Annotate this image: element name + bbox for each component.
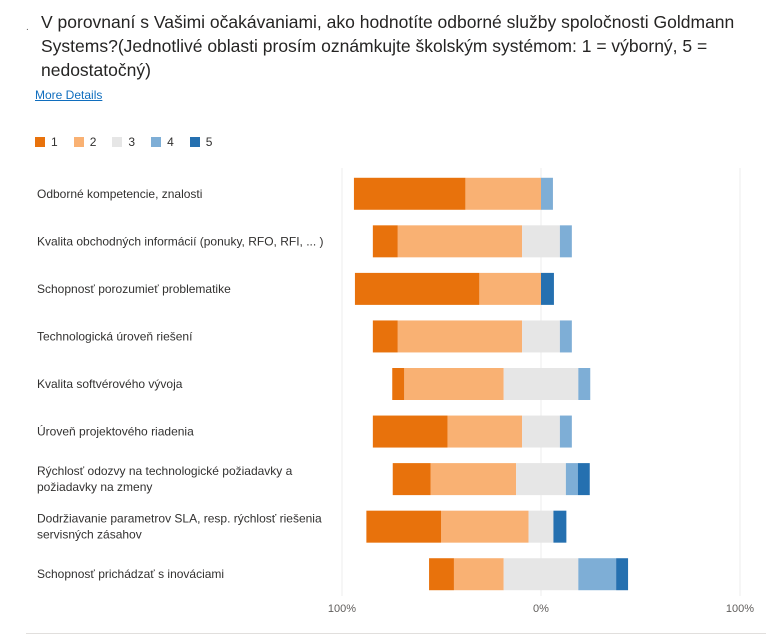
legend-item-4[interactable]: 4: [151, 135, 174, 149]
legend-label: 5: [205, 135, 213, 149]
category-label: Schopnosť porozumieť problematike: [37, 282, 231, 296]
bar-segment-2[interactable]: [447, 415, 523, 448]
bar-segment-3[interactable]: [516, 463, 566, 496]
legend-item-2[interactable]: 2: [73, 135, 97, 149]
category-label: Úroveň projektového riadenia: [37, 424, 194, 439]
legend-swatch: [151, 137, 162, 147]
bar-segment-4[interactable]: [559, 320, 572, 353]
bar-segment-1[interactable]: [354, 272, 480, 305]
bar-segment-3[interactable]: [503, 558, 579, 591]
bar-segment-1[interactable]: [429, 558, 454, 591]
category-label: Schopnosť prichádzať s inováciami: [37, 567, 224, 581]
bar-segment-2[interactable]: [397, 225, 523, 258]
legend-label: 1: [51, 135, 58, 149]
bar-segment-2[interactable]: [453, 558, 504, 591]
more-details-link[interactable]: More Details: [35, 88, 103, 102]
bar-segment-3[interactable]: [522, 415, 560, 448]
bar-segment-1[interactable]: [353, 177, 466, 210]
bar-segment-2[interactable]: [441, 510, 529, 543]
category-label: Dodržiavanie parametrov SLA, resp. rýchl…: [37, 512, 322, 542]
question-title: V porovnaní s Vašimi očakávaniami, ako h…: [41, 12, 735, 80]
bar-segment-4[interactable]: [565, 463, 578, 496]
legend-swatch: [112, 137, 123, 147]
bar-segment-5[interactable]: [553, 510, 567, 543]
legend-label: 4: [167, 135, 174, 149]
legend-label: 3: [128, 135, 136, 149]
legend-swatch: [189, 137, 200, 147]
bar-segment-1[interactable]: [372, 225, 398, 258]
bar-segment-2[interactable]: [479, 272, 541, 305]
bar-segment-1[interactable]: [372, 320, 398, 353]
category-label: Technologická úroveň riešení: [37, 329, 193, 343]
bar-segment-4[interactable]: [559, 415, 572, 448]
question-bullet: .: [26, 22, 29, 33]
legend-item-3[interactable]: 3: [112, 135, 135, 149]
category-label: Kvalita softvérového vývoja: [37, 377, 183, 391]
legend-item-5[interactable]: 5: [189, 135, 213, 149]
bar-segment-1[interactable]: [392, 463, 431, 496]
legend-swatch: [73, 137, 84, 147]
category-label: Rýchlosť odozvy na technologické požiada…: [37, 464, 293, 494]
legend-item-1[interactable]: 1: [35, 135, 58, 149]
legend-swatch: [35, 137, 45, 147]
bar-segment-1[interactable]: [372, 415, 448, 448]
bar-segment-4[interactable]: [578, 368, 591, 400]
axis-tick-label: 100%: [726, 603, 754, 615]
bar-segment-1[interactable]: [366, 510, 442, 543]
bar-segment-2[interactable]: [404, 368, 504, 400]
bar-segment-2[interactable]: [465, 177, 541, 210]
bar-segment-4[interactable]: [559, 225, 572, 258]
bar-segment-2[interactable]: [430, 463, 517, 496]
axis-tick-label: 0%: [533, 603, 549, 615]
category-label: Odborné kompetencie, znalosti: [37, 187, 202, 201]
bar-segment-3[interactable]: [522, 320, 560, 353]
bar-segment-5[interactable]: [616, 558, 629, 591]
bar-segment-5[interactable]: [541, 272, 554, 305]
bar-segment-3[interactable]: [528, 510, 554, 543]
bottom-divider: [26, 633, 766, 634]
axis-tick-label: 100%: [328, 603, 356, 615]
bar-segment-4[interactable]: [578, 558, 617, 591]
bar-segment-5[interactable]: [577, 463, 590, 496]
bar-segment-3[interactable]: [503, 368, 579, 400]
category-label: Kvalita obchodných informácií (ponuky, R…: [37, 234, 324, 248]
chart-legend: 1 2 3 4 5: [35, 135, 212, 149]
bar-segment-4[interactable]: [541, 177, 553, 210]
bar-segment-3[interactable]: [522, 225, 560, 258]
bar-segment-1[interactable]: [392, 368, 405, 400]
bar-segment-2[interactable]: [397, 320, 523, 353]
legend-label: 2: [89, 135, 97, 149]
